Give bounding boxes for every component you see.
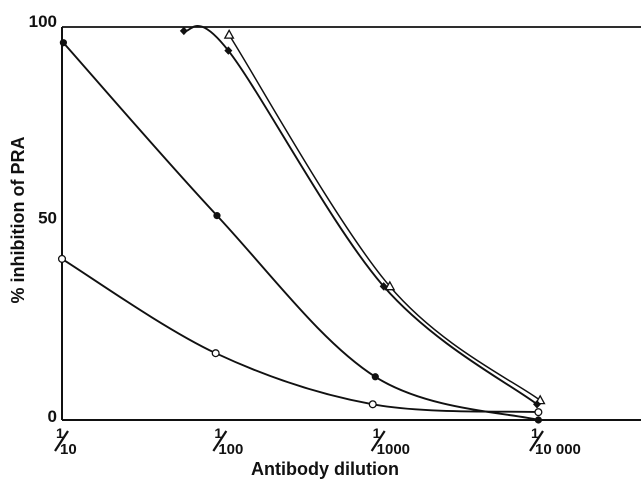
series-line (183, 25, 538, 406)
data-point (211, 349, 220, 358)
fraction-numerator: 1 (56, 425, 64, 441)
y-tick-label: 50 (38, 209, 57, 228)
fraction-denominator: 10 (60, 441, 77, 458)
data-point (223, 29, 235, 39)
series-layer (57, 25, 546, 424)
x-axis-title: Antibody dilution (251, 459, 399, 479)
data-point (179, 26, 188, 36)
series-open-triangle (223, 29, 546, 405)
x-tick-label: 110 (54, 425, 77, 458)
data-point (59, 39, 67, 47)
series-line (228, 34, 541, 401)
data-point (368, 400, 377, 409)
fraction-numerator: 1 (531, 425, 539, 441)
fraction-slash (212, 430, 228, 452)
data-point (57, 254, 67, 263)
fraction-denominator: 100 (218, 441, 243, 458)
data-point (379, 282, 388, 291)
y-tick-label: 100 (29, 12, 57, 31)
series-line (61, 258, 539, 414)
series-line (62, 42, 539, 421)
data-point (224, 46, 233, 55)
data-point (213, 212, 221, 220)
axes (61, 26, 641, 421)
series-filled-circle (59, 39, 542, 424)
series-open-circle (57, 254, 543, 417)
fraction-numerator: 1 (373, 425, 381, 441)
data-point (533, 400, 541, 409)
y-tick-label: 0 (48, 407, 57, 426)
data-point (371, 373, 379, 381)
data-point (534, 408, 543, 417)
fraction-slash (54, 430, 69, 452)
fraction-slash (370, 430, 386, 452)
x-tick-label: 110 000 (529, 425, 581, 458)
fraction-numerator: 1 (214, 425, 222, 441)
data-point (534, 416, 542, 424)
fraction-denominator: 1000 (377, 441, 410, 458)
fraction-slash (529, 430, 544, 452)
y-axis-title: % inhibition of PRA (8, 137, 28, 304)
data-point (384, 280, 396, 291)
fraction-denominator: 10 000 (535, 441, 581, 458)
series-filled-diamond (179, 25, 541, 409)
